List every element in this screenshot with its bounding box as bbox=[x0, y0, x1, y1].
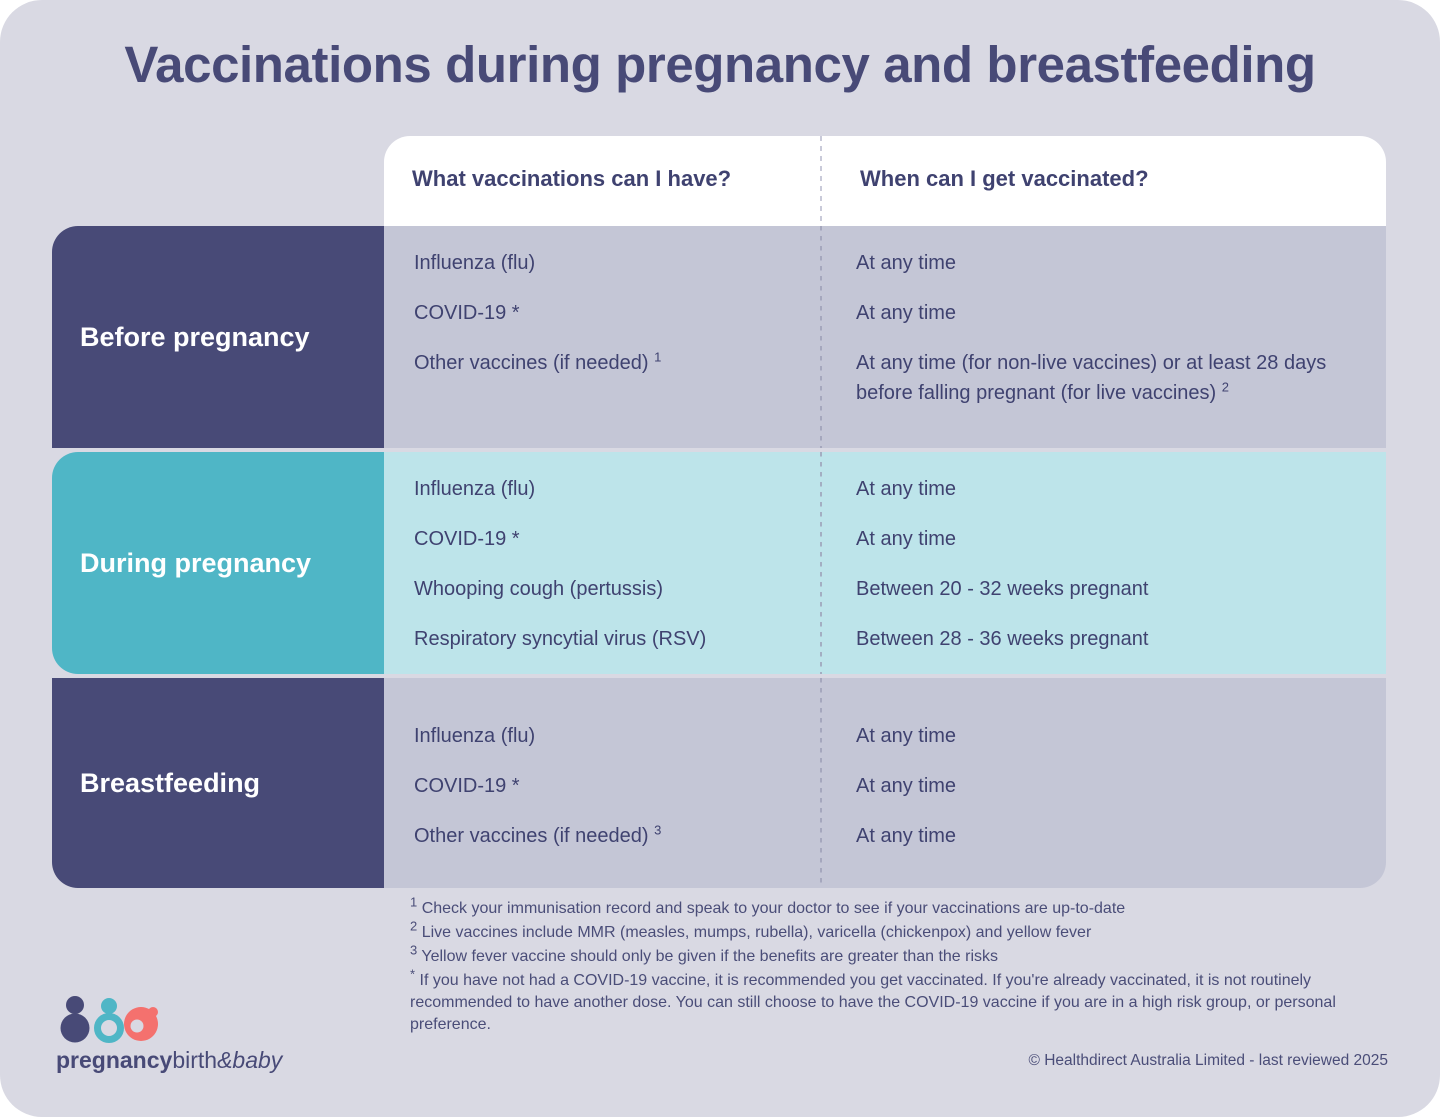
row-body-breastfeeding: Influenza (flu) At any time COVID-19 * A… bbox=[384, 678, 1386, 888]
table-header-card: What vaccinations can I have? When can I… bbox=[384, 136, 1386, 226]
cell-vaccine: COVID-19 * bbox=[414, 302, 520, 324]
cell-timing: Between 28 - 36 weeks pregnant bbox=[856, 628, 1149, 650]
footnote-marker: 1 bbox=[654, 349, 662, 365]
row-cells: Influenza (flu) At any time COVID-19 * A… bbox=[384, 452, 1386, 674]
column-divider-dotted bbox=[820, 678, 822, 888]
row-body-before-pregnancy: Influenza (flu) At any time COVID-19 * A… bbox=[384, 226, 1386, 448]
vaccination-table: What vaccinations can I have? When can I… bbox=[52, 136, 1386, 888]
cell-timing: Between 20 - 32 weeks pregnant bbox=[856, 578, 1149, 600]
footnote-text: Yellow fever vaccine should only be give… bbox=[421, 948, 999, 965]
cell-timing: At any time bbox=[856, 725, 957, 747]
row-label-text: Breastfeeding bbox=[80, 767, 261, 798]
row-body-during-pregnancy: Influenza (flu) At any time COVID-19 * A… bbox=[384, 452, 1386, 674]
table-row-during-pregnancy: During pregnancy Influenza (flu) At any … bbox=[52, 452, 1386, 674]
footnotes: 1 Check your immunisation record and spe… bbox=[410, 894, 1360, 1038]
cell-timing: At any time bbox=[856, 478, 957, 500]
row-cells: Influenza (flu) At any time COVID-19 * A… bbox=[384, 226, 1386, 448]
footnote-marker: 2 bbox=[410, 918, 418, 934]
row-label-during-pregnancy: During pregnancy bbox=[52, 452, 384, 674]
row-separator bbox=[52, 448, 384, 452]
footnote-marker: 1 bbox=[410, 894, 418, 910]
cell-vaccine: COVID-19 * bbox=[414, 528, 520, 550]
column-header-what-vaccinations: What vaccinations can I have? bbox=[412, 166, 732, 191]
cell-vaccine: Other vaccines (if needed) 3 bbox=[414, 822, 662, 847]
cell-vaccine: Other vaccines (if needed) 1 bbox=[414, 349, 662, 374]
row-label-text: During pregnancy bbox=[80, 547, 312, 578]
footnote-marker: * bbox=[410, 966, 416, 982]
row-label-text: Before pregnancy bbox=[80, 321, 310, 352]
row-cells: Influenza (flu) At any time COVID-19 * A… bbox=[384, 678, 1386, 888]
copyright-text: © Healthdirect Australia Limited - last … bbox=[1028, 1052, 1388, 1069]
footnote-1: 1 Check your immunisation record and spe… bbox=[410, 894, 1360, 920]
cell-vaccine: COVID-19 * bbox=[414, 775, 520, 797]
column-divider-dotted bbox=[820, 452, 822, 674]
cell-vaccine: Respiratory syncytial virus (RSV) bbox=[414, 628, 707, 650]
footnote-star: * If you have not had a COVID-19 vaccine… bbox=[410, 966, 1360, 1036]
footnote-text: Live vaccines include MMR (measles, mump… bbox=[421, 924, 1092, 941]
cell-timing: At any time bbox=[856, 252, 957, 274]
row-label-breastfeeding: Breastfeeding bbox=[52, 678, 384, 888]
pregnancy-birth-baby-logo-icon bbox=[58, 995, 168, 1043]
footnote-marker: 2 bbox=[1221, 379, 1229, 395]
column-divider-dotted bbox=[820, 226, 822, 448]
footnote-3: 3 Yellow fever vaccine should only be gi… bbox=[410, 942, 1360, 968]
column-header-when-vaccinated: When can I get vaccinated? bbox=[860, 166, 1149, 191]
cell-timing: At any time bbox=[856, 528, 957, 550]
footnote-2: 2 Live vaccines include MMR (measles, mu… bbox=[410, 918, 1360, 944]
header-column-divider bbox=[820, 136, 822, 226]
table-row-breastfeeding: Breastfeeding Influenza (flu) At any tim… bbox=[52, 678, 1386, 888]
footnote-text: If you have not had a COVID-19 vaccine, … bbox=[410, 972, 1336, 1033]
cell-vaccine: Whooping cough (pertussis) bbox=[414, 578, 664, 600]
cell-vaccine: Influenza (flu) bbox=[414, 478, 536, 500]
row-separator bbox=[52, 674, 384, 678]
cell-vaccine: Influenza (flu) bbox=[414, 725, 536, 747]
logo-word-and-baby: &baby bbox=[217, 1047, 283, 1073]
cell-timing: At any time bbox=[856, 825, 957, 847]
cell-timing: At any time (for non-live vaccines) or a… bbox=[856, 352, 1327, 404]
page-title: Vaccinations during pregnancy and breast… bbox=[124, 36, 1316, 93]
footnote-marker: 3 bbox=[410, 942, 418, 958]
footnote-marker: 3 bbox=[654, 822, 662, 838]
table-row-before-pregnancy: Before pregnancy Influenza (flu) At any … bbox=[52, 226, 1386, 448]
row-label-before-pregnancy: Before pregnancy bbox=[52, 226, 384, 448]
logo-word-birth: birth bbox=[172, 1047, 218, 1073]
cell-timing: At any time bbox=[856, 302, 957, 324]
cell-timing: At any time bbox=[856, 775, 957, 797]
brand-logo-wordmark: pregnancybirth&baby bbox=[56, 1047, 282, 1074]
footnote-text: Check your immunisation record and speak… bbox=[421, 900, 1126, 917]
cell-vaccine: Influenza (flu) bbox=[414, 252, 536, 274]
brand-logo: pregnancybirth&baby bbox=[52, 995, 342, 1075]
logo-word-pregnancy: pregnancy bbox=[56, 1047, 173, 1073]
